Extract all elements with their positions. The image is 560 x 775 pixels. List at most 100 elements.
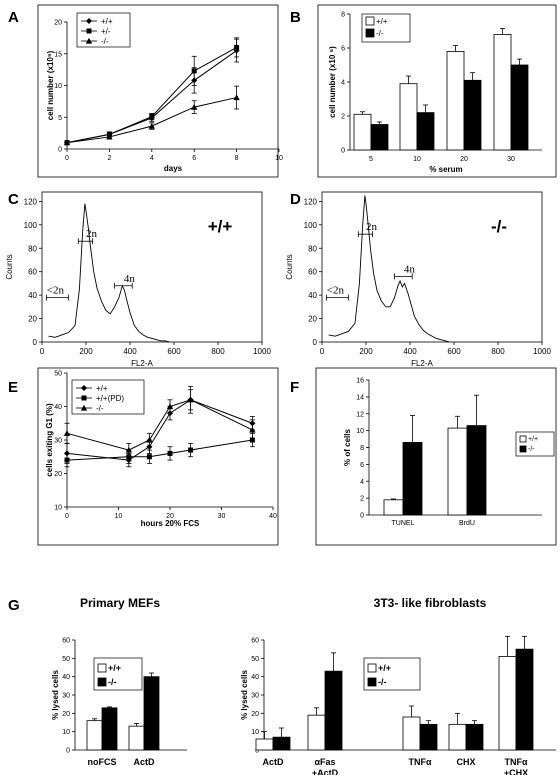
data-point — [188, 447, 194, 453]
y-tick-label: 100 — [24, 221, 38, 230]
y-tick-label: 40 — [308, 291, 317, 300]
x-tick-label: 800 — [491, 347, 505, 356]
panel-letter-b: B — [290, 9, 301, 26]
y-tick-label: 0 — [341, 148, 345, 155]
bar — [143, 676, 160, 751]
y-tick-label: 50 — [251, 656, 259, 663]
y-tick-label: 80 — [28, 244, 37, 253]
legend-swatch — [367, 677, 377, 687]
y-tick-label: 6 — [341, 46, 345, 53]
y-tick-label: 20 — [62, 711, 70, 718]
x-axis-label: FL2-A — [131, 359, 153, 368]
data-point — [191, 103, 198, 110]
bar — [383, 499, 404, 516]
legend-label: +/+ — [528, 436, 538, 443]
data-point — [167, 450, 173, 456]
y-tick-label: 4 — [341, 80, 345, 87]
category-label: TUNEL — [392, 520, 415, 527]
legend-swatch — [97, 663, 107, 673]
bar — [515, 648, 534, 751]
legend-swatch — [367, 663, 377, 673]
y-tick-label: 50 — [62, 656, 70, 663]
bar — [447, 427, 468, 516]
y-tick-label: 120 — [24, 197, 38, 206]
data-point — [63, 430, 71, 436]
histogram-frame — [321, 191, 543, 343]
legend-marker — [86, 28, 92, 34]
series-line — [66, 399, 253, 451]
y-tick-label: 4 — [360, 479, 364, 486]
genotype-label: +/+ — [208, 217, 233, 236]
y-axis-label: Counts — [285, 254, 294, 279]
histogram-frame — [41, 191, 263, 343]
bar — [402, 716, 421, 751]
bar — [370, 124, 389, 151]
data-point — [106, 133, 113, 140]
legend-swatch — [97, 677, 107, 687]
x-tick-label: 1000 — [253, 347, 271, 356]
y-tick-label: 60 — [308, 268, 317, 277]
x-tick-label: 10 — [115, 513, 123, 520]
y-tick-label: 40 — [28, 291, 37, 300]
panel-b-frame — [317, 4, 557, 178]
y-tick-label: 15 — [54, 51, 62, 58]
x-tick-label: 200 — [359, 347, 373, 356]
y-tick-label: 5 — [58, 115, 62, 122]
data-point — [146, 454, 152, 460]
panel-letter-g: G — [8, 597, 20, 614]
y-tick-label: 2 — [360, 496, 364, 503]
bar — [446, 51, 465, 151]
gate-label: 2n — [366, 221, 378, 233]
category-label: BrdU — [459, 520, 475, 527]
y-axis-label: Counts — [5, 254, 14, 279]
category-label: 20 — [460, 156, 468, 163]
panel-letter-f: F — [290, 379, 299, 396]
x-tick-label: 0 — [65, 513, 69, 520]
bar — [353, 113, 372, 151]
bar — [416, 112, 435, 151]
bar — [86, 720, 103, 751]
y-tick-label: 30 — [54, 438, 62, 445]
y-tick-label: 8 — [360, 445, 364, 452]
panel-a-frame — [37, 4, 279, 178]
y-tick-label: 20 — [251, 711, 259, 718]
legend-label: -/- — [528, 446, 535, 453]
data-point — [64, 457, 70, 463]
legend-label: -/- — [101, 37, 109, 46]
panel-f-frame — [315, 367, 557, 546]
legend-marker — [86, 18, 92, 24]
data-point — [233, 94, 240, 101]
x-tick-label: 600 — [447, 347, 461, 356]
legend-marker — [81, 385, 87, 391]
gate-label: 2n — [86, 228, 98, 240]
y-tick-label: 60 — [251, 638, 259, 645]
histogram-trace — [328, 195, 450, 343]
y-tick-label: 0 — [66, 748, 70, 755]
x-tick-label: 800 — [211, 347, 225, 356]
y-tick-label: 60 — [62, 638, 70, 645]
y-axis-label: % lysed cells — [51, 670, 60, 720]
category-label: ActD — [262, 757, 284, 767]
y-tick-label: 0 — [360, 513, 364, 520]
legend-label: +/+ — [101, 17, 113, 26]
y-tick-label: 10 — [54, 83, 62, 90]
data-point — [166, 403, 174, 410]
x-tick-label: 0 — [320, 347, 325, 356]
y-tick-label: 16 — [356, 378, 364, 385]
category-label: CHX — [456, 757, 475, 767]
y-tick-label: 20 — [54, 471, 62, 478]
data-point — [149, 114, 155, 120]
y-tick-label: 40 — [54, 404, 62, 411]
y-tick-label: 120 — [304, 197, 318, 206]
y-tick-label: 50 — [54, 371, 62, 378]
x-tick-label: 4 — [150, 155, 154, 162]
bar — [307, 714, 326, 751]
x-tick-label: 200 — [79, 347, 93, 356]
x-tick-label: 10 — [275, 155, 283, 162]
bar — [399, 83, 418, 151]
y-tick-label: 20 — [54, 20, 62, 27]
bar — [272, 736, 291, 751]
y-tick-label: 10 — [62, 729, 70, 736]
x-axis-label: hours 20% FCS — [141, 519, 200, 528]
y-tick-label: 40 — [62, 674, 70, 681]
